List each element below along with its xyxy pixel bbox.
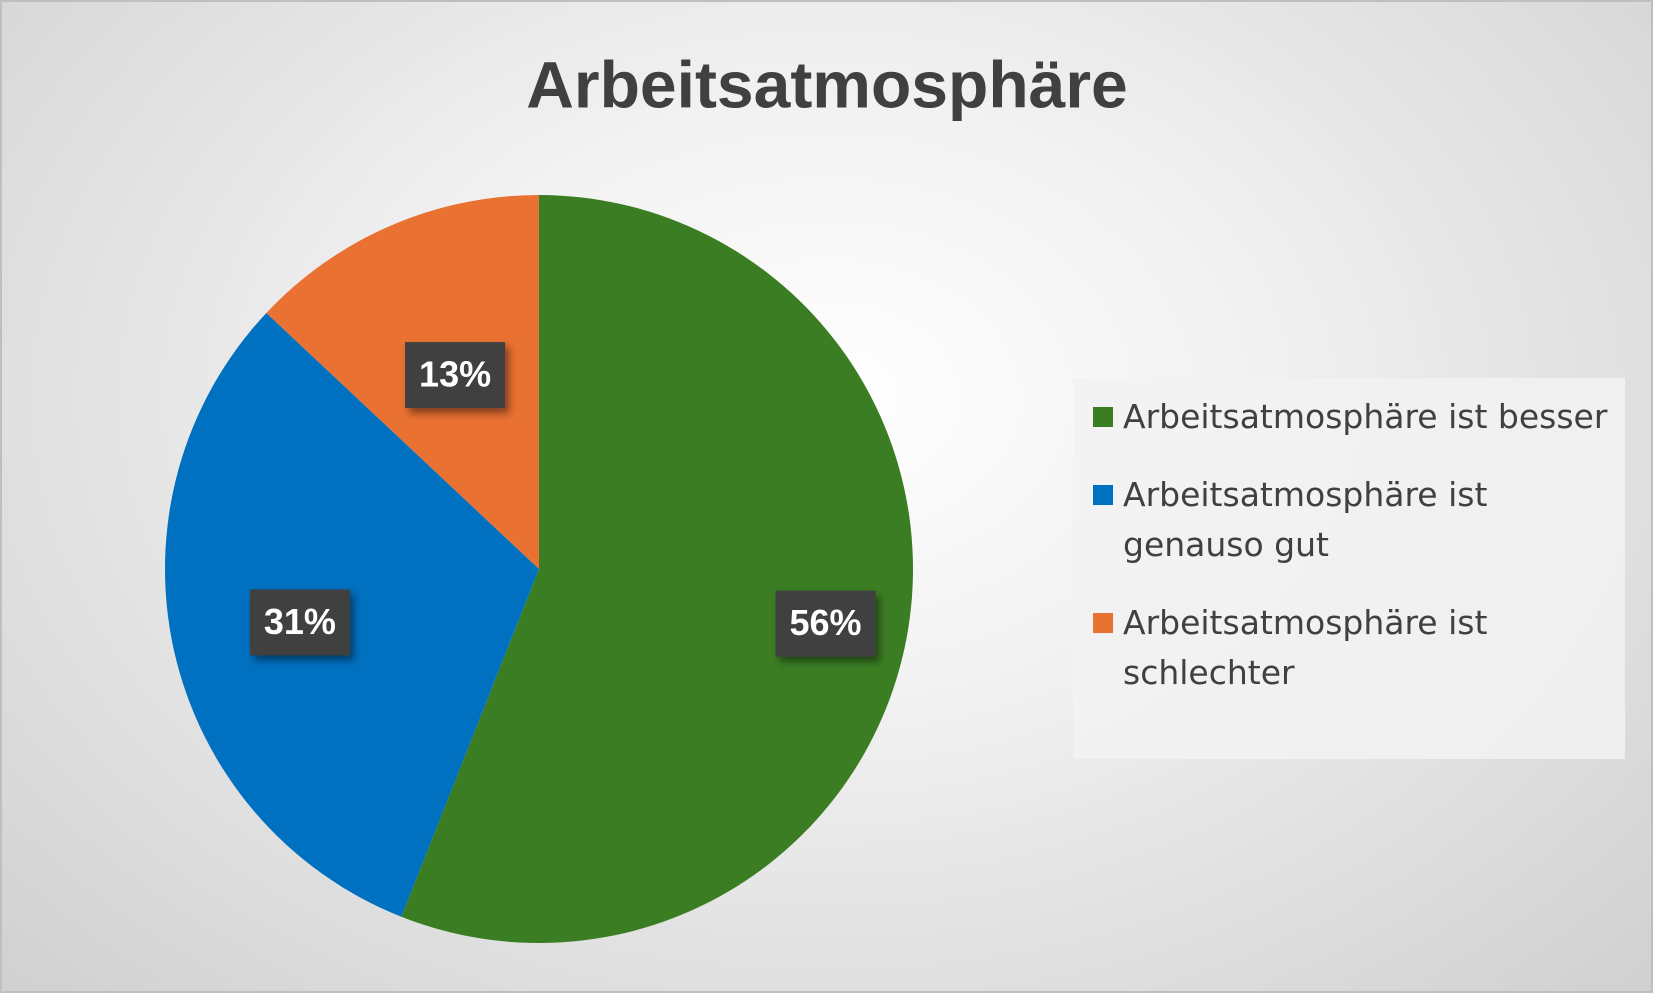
legend: Arbeitsatmosphäre ist besser Arbeitsatmos…	[1073, 378, 1625, 759]
legend-label: Arbeitsatmosphäre ist besser	[1123, 397, 1608, 436]
data-label: 31%	[249, 589, 350, 656]
data-label-box	[775, 590, 876, 657]
data-label-box	[249, 589, 350, 656]
legend-swatch	[1093, 485, 1113, 505]
legend-label: Arbeitsatmosphäre ist schlechter	[1123, 603, 1488, 692]
data-label: 56%	[775, 590, 876, 657]
chart-title: Arbeitsatmosphäre	[526, 47, 1128, 121]
pie-slice	[164, 312, 540, 917]
data-label: 13%	[405, 342, 506, 409]
data-label-text: 56%	[790, 602, 862, 643]
legend-swatch	[1093, 407, 1113, 427]
pie-slice	[266, 195, 539, 569]
legend-item: Arbeitsatmosphäre ist genauso gut	[1093, 470, 1615, 570]
data-label-box	[405, 342, 506, 409]
legend-item: Arbeitsatmosphäre ist besser	[1093, 392, 1615, 442]
legend-item: Arbeitsatmosphäre ist schlechter	[1093, 598, 1615, 698]
pie-slice	[401, 195, 913, 943]
data-label-text: 31%	[264, 601, 336, 642]
legend-swatch	[1093, 613, 1113, 633]
data-label-text: 13%	[419, 354, 491, 395]
legend-label: Arbeitsatmosphäre ist genauso gut	[1123, 475, 1488, 564]
